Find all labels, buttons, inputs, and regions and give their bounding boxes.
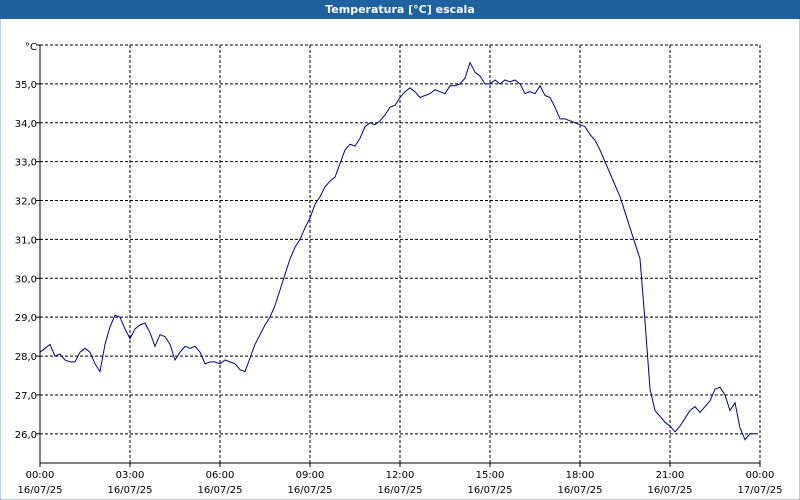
temperature-line [39, 61, 755, 441]
x-tick-label: 18:00 [566, 470, 595, 481]
x-tick-date: 16/07/25 [198, 485, 243, 496]
title-bar [0, 0, 800, 19]
y-tick-label: 35,0 [15, 80, 37, 91]
chart-title: Temperatura [°C] escala [325, 3, 475, 16]
x-tick-label: 03:00 [116, 470, 145, 481]
x-tick-label: 06:00 [206, 470, 235, 481]
x-tick-date: 16/07/25 [648, 485, 693, 496]
x-tick-date: 17/07/25 [738, 485, 783, 496]
y-unit: °C [25, 42, 37, 53]
y-tick-label: 34,0 [15, 119, 37, 130]
y-tick-label: 31,0 [15, 235, 37, 246]
x-tick-label: 00:00 [26, 470, 55, 481]
y-tick-label: 28,0 [15, 352, 37, 363]
x-tick-date: 16/07/25 [558, 485, 603, 496]
y-tick-label: 32,0 [15, 197, 37, 208]
x-tick-label: 12:00 [386, 470, 415, 481]
x-tick-date: 16/07/25 [468, 485, 513, 496]
x-tick-label: 21:00 [656, 470, 685, 481]
x-tick-date: 16/07/25 [378, 485, 423, 496]
x-tick-date: 16/07/25 [108, 485, 153, 496]
x-tick-label: 00:00 [746, 470, 775, 481]
y-tick-label: 27,0 [15, 391, 37, 402]
y-tick-label: 26,0 [15, 430, 37, 441]
y-tick-label: 30,0 [15, 274, 37, 285]
x-tick-date: 16/07/25 [288, 485, 333, 496]
y-tick-label: 33,0 [15, 158, 37, 169]
y-tick-label: 29,0 [15, 313, 37, 324]
x-tick-label: 15:00 [476, 470, 505, 481]
x-tick-date: 16/07/25 [18, 485, 63, 496]
x-tick-label: 09:00 [296, 470, 325, 481]
